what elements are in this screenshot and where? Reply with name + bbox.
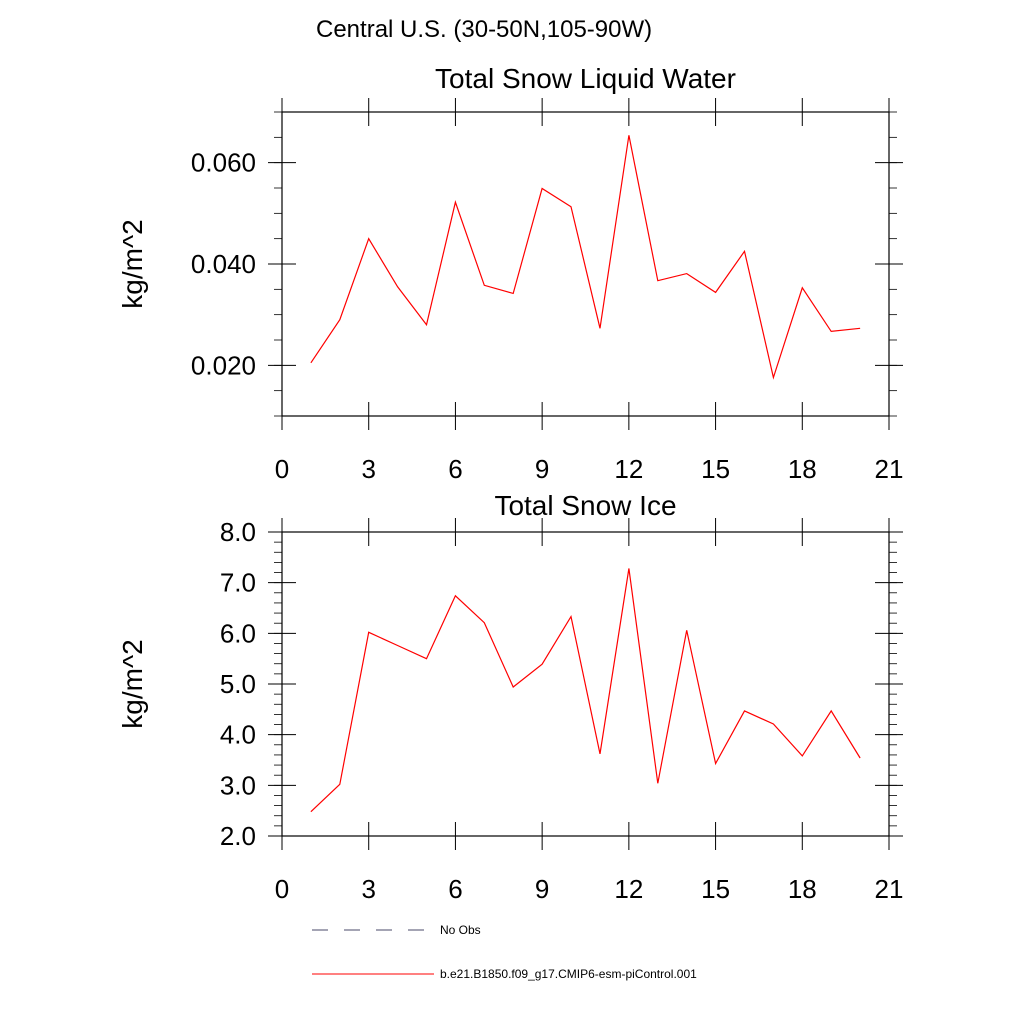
x-tick-label: 0: [275, 454, 289, 484]
x-tick-label: 3: [361, 874, 375, 904]
chart-title: Total Snow Liquid Water: [435, 63, 736, 94]
x-tick-label: 3: [361, 454, 375, 484]
y-tick-label: 2.0: [220, 821, 256, 851]
series-line: [310, 135, 861, 380]
x-tick-label: 9: [535, 874, 549, 904]
page-title: Central U.S. (30-50N,105-90W): [316, 16, 653, 43]
x-tick-label: 21: [875, 454, 904, 484]
x-tick-label: 18: [788, 454, 817, 484]
x-tick-label: 15: [701, 874, 730, 904]
x-tick-label: 18: [788, 874, 817, 904]
y-tick-label: 0.020: [191, 350, 256, 380]
legend-label-1: b.e21.B1850.f09_g17.CMIP6-esm-piControl.…: [440, 967, 697, 981]
y-axis-label: kg/m^2: [117, 639, 148, 728]
chart-snow-liquid-water: Total Snow Liquid Water kg/m^2 0 3 6 9 12 15 18 2…: [117, 63, 903, 484]
y-tick-label: 6.0: [220, 618, 256, 648]
y-axis-label: kg/m^2: [117, 219, 148, 308]
y-tick-label: 3.0: [220, 770, 256, 800]
legend: No Obs b.e21.B1850.f09_g17.CMIP6-esm-piCo…: [312, 923, 697, 981]
x-tick-label: 12: [614, 874, 643, 904]
chart-snow-ice: Total Snow Ice kg/m^2 0 3 6 9 12 15 18 21 2.0 3.0 4.…: [117, 490, 903, 904]
x-tick-label: 21: [875, 874, 904, 904]
y-tick-label: 0.060: [191, 148, 256, 178]
y-tick-label: 7.0: [220, 568, 256, 598]
series-line: [310, 568, 861, 813]
x-tick-label: 12: [614, 454, 643, 484]
x-tick-label: 0: [275, 874, 289, 904]
plot-frame: [281, 111, 890, 417]
x-tick-label: 6: [448, 454, 462, 484]
y-tick-label: 8.0: [220, 517, 256, 547]
chart-title: Total Snow Ice: [494, 490, 676, 521]
legend-label-0: No Obs: [440, 923, 481, 937]
x-tick-label: 15: [701, 454, 730, 484]
y-tick-label: 0.040: [191, 249, 256, 279]
y-tick-label: 4.0: [220, 720, 256, 750]
y-tick-label: 5.0: [220, 669, 256, 699]
x-tick-label: 9: [535, 454, 549, 484]
x-tick-label: 6: [448, 874, 462, 904]
